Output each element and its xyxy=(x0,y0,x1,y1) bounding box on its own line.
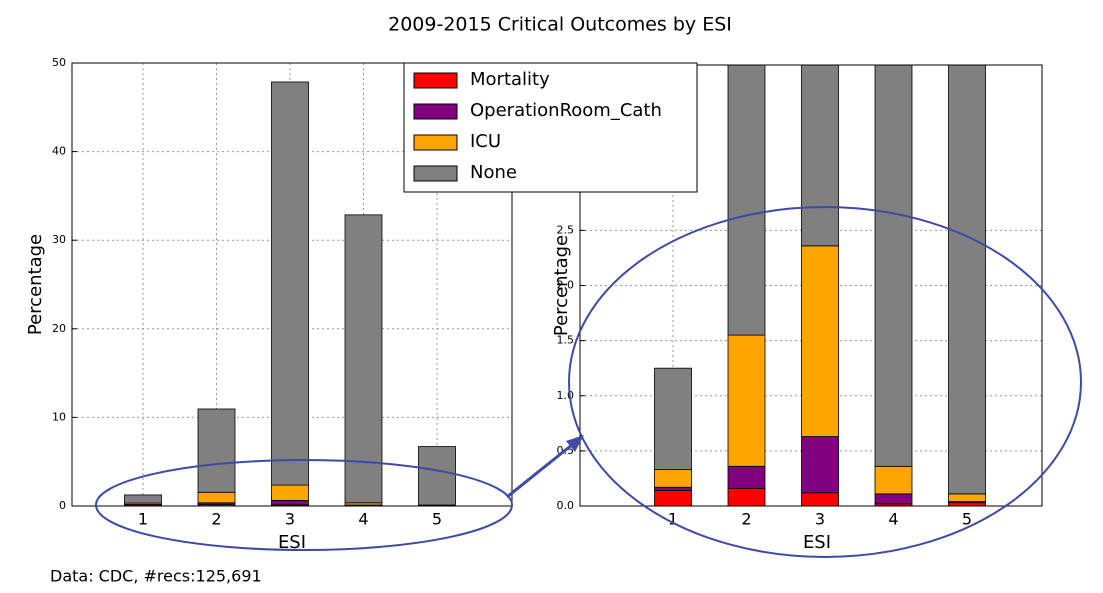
legend-swatch xyxy=(413,72,458,89)
legend-label: Mortality xyxy=(470,69,550,90)
y-tick-label: 1.5 xyxy=(557,334,575,347)
bar-segment xyxy=(197,491,236,504)
bar-segment xyxy=(271,484,309,501)
bar-segment xyxy=(654,490,692,506)
bar-segment xyxy=(418,446,456,506)
y-tick-label: 10 xyxy=(52,410,66,423)
bar-segment xyxy=(948,65,986,495)
y-tick-label: 2.0 xyxy=(557,279,575,292)
x-tick-label: 2 xyxy=(741,510,751,529)
plot-frame xyxy=(71,62,513,507)
bars xyxy=(124,81,456,506)
bar-segment xyxy=(124,494,162,504)
x-tick-label: 2 xyxy=(211,510,221,529)
bar-segment xyxy=(801,436,839,494)
y-tick-label: 30 xyxy=(52,233,66,246)
bar-segment xyxy=(727,487,766,506)
note: Data: CDC, #recs:125,691 xyxy=(50,567,262,586)
y-tick-label: 40 xyxy=(52,145,66,158)
y-tick-label: 0.0 xyxy=(557,499,575,512)
bar-segment xyxy=(727,465,766,489)
bar-segment xyxy=(271,81,309,486)
x-axis-label: ESI xyxy=(803,532,831,553)
y-tick-label: 0 xyxy=(59,499,66,512)
legend-label: OperationRoom_Cath xyxy=(470,100,662,121)
x-tick-label: 3 xyxy=(815,510,825,529)
bar-segment xyxy=(874,465,913,495)
y-tick-label: 50 xyxy=(52,56,66,69)
title: 2009-2015 Critical Outcomes by ESI xyxy=(388,14,732,36)
highlight-ellipse xyxy=(95,459,513,551)
legend-swatch xyxy=(413,134,458,151)
bar-segment xyxy=(801,245,839,437)
bar-segment xyxy=(654,486,692,491)
y-tick-label: 20 xyxy=(52,322,66,335)
bar-segment xyxy=(948,493,986,502)
zoom-arrowhead xyxy=(566,435,584,452)
x-tick-label: 5 xyxy=(432,510,442,529)
bar-segment xyxy=(197,408,236,493)
x-axis-label: ESI xyxy=(278,532,306,553)
bar-segment xyxy=(727,334,766,467)
y-tick-label: 2.5 xyxy=(557,223,575,236)
y-axis-label: Percentage xyxy=(25,234,46,335)
y-tick-label: 1.0 xyxy=(557,389,575,402)
x-tick-label: 5 xyxy=(962,510,972,529)
legend-label: ICU xyxy=(470,131,501,152)
legend-label: None xyxy=(470,162,517,183)
bar-segment xyxy=(801,492,839,506)
bar-segment xyxy=(801,65,839,247)
bar-segment xyxy=(344,214,383,504)
bar-segment xyxy=(654,469,692,488)
x-tick-label: 4 xyxy=(358,510,368,529)
y-axis-label: Percentage xyxy=(551,235,572,336)
zoom-arrow xyxy=(506,438,579,499)
x-tick-label: 1 xyxy=(138,510,148,529)
legend-swatch xyxy=(413,165,458,182)
bar-segment xyxy=(727,65,766,336)
plot-frame xyxy=(579,64,1043,507)
highlight-ellipse xyxy=(568,206,1082,558)
bar-segment xyxy=(654,367,692,471)
bar-segment xyxy=(874,65,913,467)
x-tick-label: 1 xyxy=(668,510,678,529)
bar-segment xyxy=(271,500,309,506)
legend-swatch xyxy=(413,103,458,120)
bar-segment xyxy=(874,493,913,505)
x-tick-label: 3 xyxy=(285,510,295,529)
x-tick-label: 4 xyxy=(888,510,898,529)
bars xyxy=(654,65,986,506)
